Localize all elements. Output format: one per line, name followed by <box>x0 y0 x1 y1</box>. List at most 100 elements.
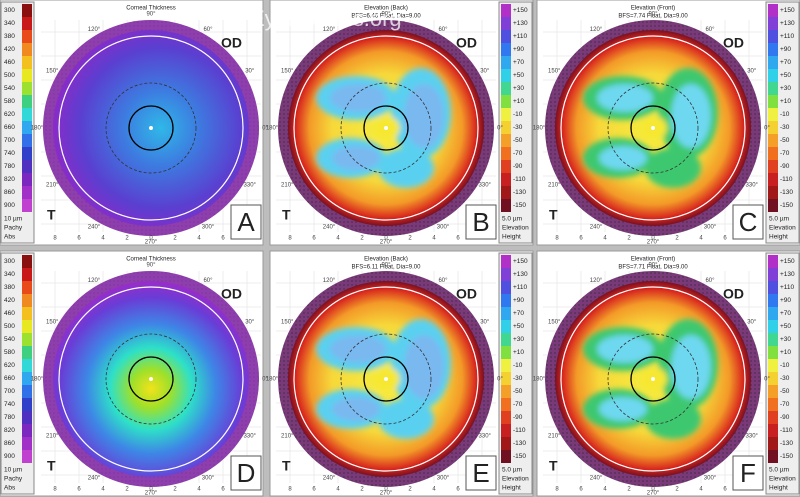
scale-swatch <box>501 372 511 385</box>
scale-swatch <box>768 121 778 134</box>
scale-label: 660 <box>4 124 15 131</box>
degree-label: 330° <box>244 183 257 189</box>
letter-box <box>230 204 262 240</box>
scale-swatch <box>501 450 511 463</box>
scale-swatch <box>22 268 32 281</box>
letter-box <box>465 455 497 491</box>
scale-swatch <box>22 147 32 160</box>
panel: +150 +130 +110 +90 +70 +50 +30 +10 -10 -30 -50 -70 -… <box>266 0 534 246</box>
scale-swatch <box>501 346 511 359</box>
scale-swatch <box>501 82 511 95</box>
scale-footer: Elevation <box>769 476 796 483</box>
degree-label: 30° <box>245 320 255 326</box>
scale-swatch <box>22 30 32 43</box>
degree-label: 240° <box>323 475 336 481</box>
map-title: Corneal Thickness <box>126 6 176 12</box>
scale-swatch <box>501 43 511 56</box>
scale-swatch <box>22 411 32 424</box>
scale-swatch <box>22 4 32 17</box>
apex-mark <box>384 377 388 381</box>
axis-label: 2 <box>627 236 631 242</box>
scale-label: +50 <box>780 323 791 330</box>
blob <box>332 146 380 170</box>
degree-label: 60° <box>203 278 213 284</box>
scale-label: -110 <box>780 427 793 434</box>
scale-label: -10 <box>513 362 523 369</box>
blob <box>599 397 647 421</box>
scale-label: 420 <box>4 46 15 53</box>
scale-swatch <box>501 268 511 281</box>
axis-label: 6 <box>312 236 316 242</box>
scale-label: +90 <box>780 46 791 53</box>
scale-label: -130 <box>780 440 793 447</box>
degree-label: 120° <box>590 278 603 284</box>
degree-label: 90° <box>381 263 391 269</box>
scale-swatch <box>768 372 778 385</box>
map-subtitle: BFS=6.46 Float, Dia=9.00 <box>351 14 421 20</box>
scale-swatch <box>768 17 778 30</box>
scale-swatch <box>768 199 778 212</box>
axis-label: 6 <box>723 236 727 242</box>
scale-swatch <box>768 320 778 333</box>
scale-swatch <box>501 424 511 437</box>
scale-swatch <box>501 333 511 346</box>
scale-swatch <box>501 134 511 147</box>
eye-label: OD <box>723 286 744 302</box>
degree-label: 180° <box>533 377 546 383</box>
axis-label: 2 <box>675 236 679 242</box>
pupil-circle <box>363 105 409 151</box>
degree-label: 120° <box>323 27 336 33</box>
scale-label: -70 <box>780 150 790 157</box>
letter-box <box>732 455 764 491</box>
eye-label: OD <box>221 35 242 51</box>
apex-mark <box>149 126 153 130</box>
degree-label: 210° <box>46 183 59 189</box>
degree-label: 330° <box>746 434 759 440</box>
degree-label: 90° <box>648 12 658 18</box>
axis-label: 4 <box>432 236 436 242</box>
degree-label: 270° <box>145 240 158 246</box>
degree-label: 270° <box>380 240 393 246</box>
axis-label: 6 <box>77 236 81 242</box>
axis-label: 0 <box>149 236 153 242</box>
scale-footer: 5.0 µm <box>502 467 522 474</box>
scale-label: -50 <box>780 137 790 144</box>
blob <box>597 84 653 112</box>
scale-label: +30 <box>513 85 524 92</box>
map-blobs <box>316 68 451 188</box>
degree-label: 0° <box>764 126 770 132</box>
scale-label: +10 <box>780 349 791 356</box>
blob <box>332 397 380 421</box>
blob <box>404 335 444 399</box>
side-label: T <box>47 207 56 223</box>
scale-footer: Height <box>769 234 788 241</box>
pupil-circle <box>630 105 676 151</box>
degree-label: 120° <box>88 27 101 33</box>
scale-footer: Elevation <box>769 225 796 232</box>
axis-label: 8 <box>555 487 559 493</box>
scale-swatch <box>768 359 778 372</box>
degree-label: 180° <box>533 126 546 132</box>
scale-footer: Abs <box>4 234 16 241</box>
scale-label: +50 <box>780 72 791 79</box>
scale-label: 820 <box>4 176 15 183</box>
scale-swatch <box>501 69 511 82</box>
degree-label: 0° <box>262 377 268 383</box>
scale-swatch <box>768 30 778 43</box>
scale-label: +30 <box>513 336 524 343</box>
scale-swatch <box>22 108 32 121</box>
scale-swatch <box>501 30 511 43</box>
scale-label: -130 <box>513 440 526 447</box>
scale-footer: Pachy <box>4 225 23 232</box>
scale-swatch <box>768 82 778 95</box>
map-title: Elevation (Front) <box>631 6 675 12</box>
axis-label: 6 <box>221 487 225 493</box>
axis-label: 6 <box>456 236 460 242</box>
degree-label: 150° <box>548 320 561 326</box>
degree-label: 0° <box>262 126 268 132</box>
scale-label: 460 <box>4 59 15 66</box>
scale-footer: 10 µm <box>4 216 22 223</box>
scale-label: -90 <box>780 163 790 170</box>
scale-label: -30 <box>513 124 523 131</box>
scale-swatch <box>501 108 511 121</box>
